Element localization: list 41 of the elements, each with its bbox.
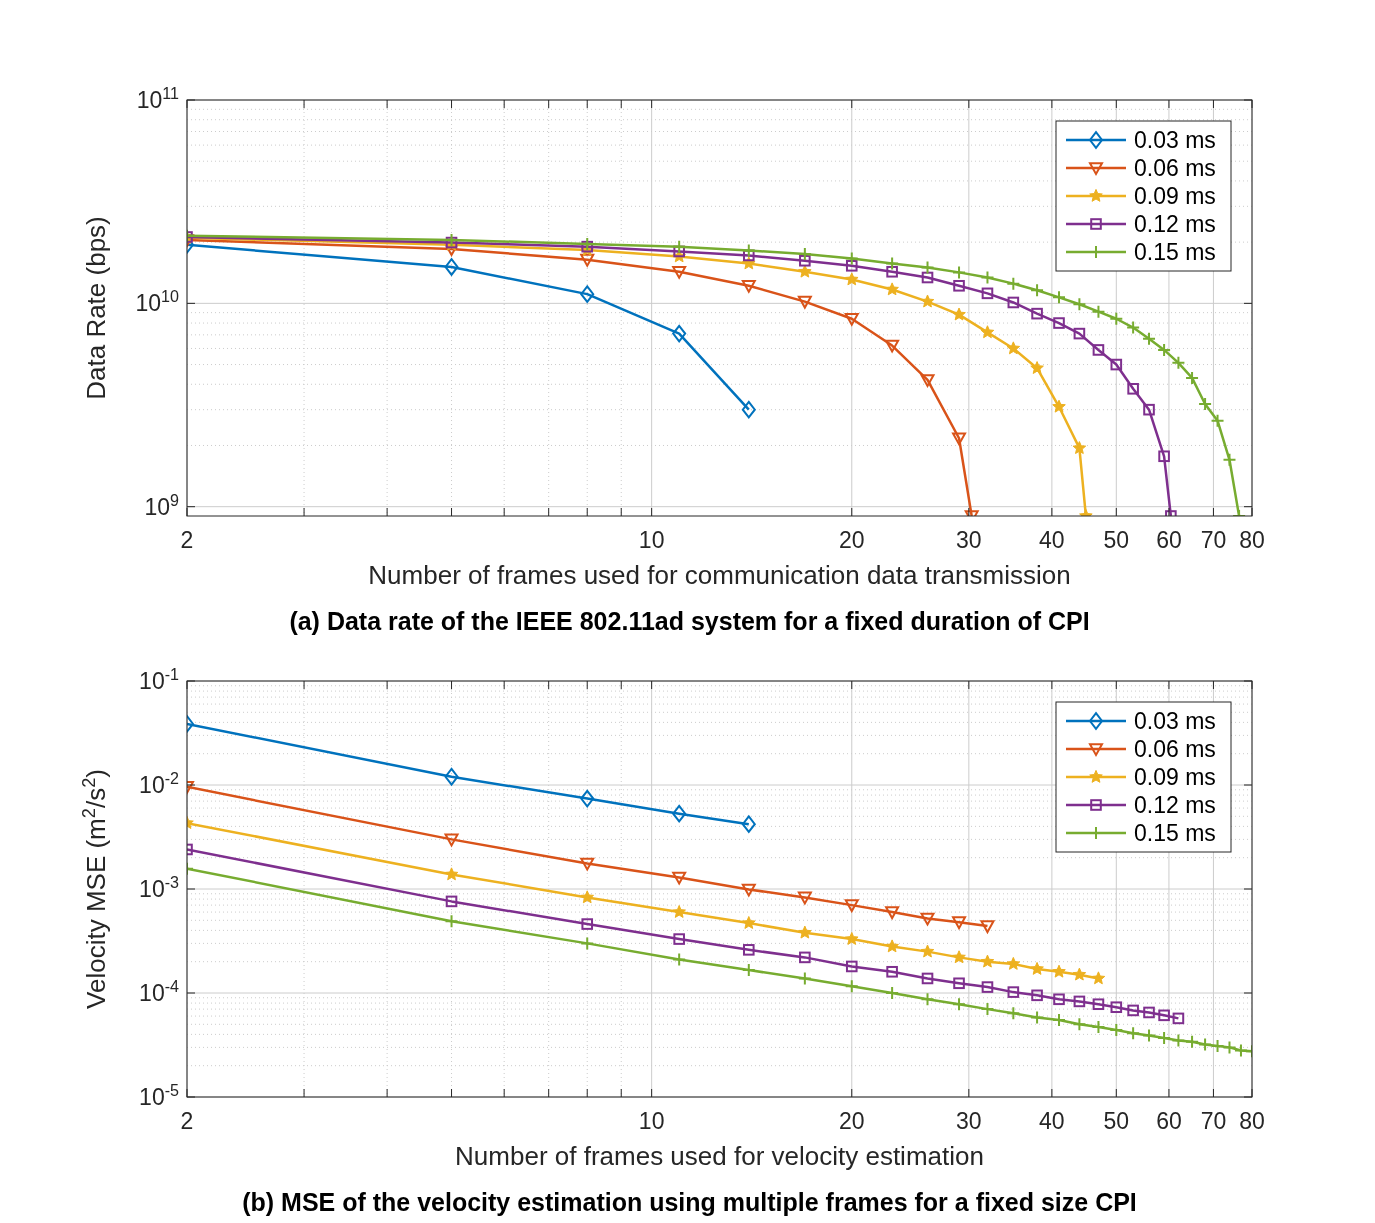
- x-tick-label: 20: [838, 1108, 865, 1134]
- x-tick-label: 50: [1103, 527, 1130, 553]
- y-tick-label: 10$^{-2}$: [139, 769, 180, 798]
- legend-label: 0.06 ms: [1134, 155, 1216, 181]
- y-tick-label: 10$^{-4}$: [139, 977, 180, 1006]
- x-tick-label: 20: [838, 527, 865, 553]
- legend-label: 0.09 ms: [1134, 183, 1216, 209]
- x-tick-label: 80: [1239, 527, 1265, 553]
- legend-label: 0.03 ms: [1134, 127, 1216, 153]
- text: (a) Data rate of the IEEE 802.11ad system for a fixed duration of CPI: [289, 607, 1090, 635]
- x-axis-title: Number of frames used for communication data transmission: [368, 560, 1071, 590]
- x-tick-label: 2: [180, 1108, 194, 1134]
- x-tick-label: 40: [1039, 1108, 1065, 1134]
- x-tick-label: 30: [956, 527, 982, 553]
- legend-label: 0.03 ms: [1134, 708, 1216, 734]
- text: (b) MSE of the velocity estimation using multiple frames for a fixed size CPI: [242, 1188, 1137, 1216]
- x-axis-title: Number of frames used for velocity estimation: [455, 1141, 984, 1171]
- y-tick-label: 10$^{10}$: [135, 287, 180, 317]
- legend-label: 0.15 ms: [1134, 239, 1216, 265]
- legend-label: 0.15 ms: [1134, 820, 1216, 846]
- y-axis-title: Data Rate (bps): [81, 216, 111, 400]
- x-tick-label: 70: [1200, 1108, 1227, 1134]
- x-tick-label: 70: [1200, 527, 1227, 553]
- x-tick-label: 30: [956, 1108, 982, 1134]
- legend-label: 0.12 ms: [1134, 792, 1216, 818]
- y-tick-label: 10$^{-5}$: [139, 1081, 180, 1110]
- x-tick-label: 2: [180, 527, 194, 553]
- y-tick-label: 10$^{-1}$: [139, 665, 180, 694]
- y-tick-label: 10$^{9}$: [144, 490, 180, 520]
- legend-label: 0.09 ms: [1134, 764, 1216, 790]
- legend-label: 0.12 ms: [1134, 211, 1216, 237]
- x-tick-label: 40: [1039, 527, 1065, 553]
- x-tick-label: 60: [1156, 527, 1182, 553]
- x-tick-label: 10: [638, 527, 665, 553]
- legend-label: 0.06 ms: [1134, 736, 1216, 762]
- x-tick-label: 60: [1156, 1108, 1182, 1134]
- x-tick-label: 50: [1103, 1108, 1130, 1134]
- y-tick-label: 10$^{11}$: [136, 84, 180, 113]
- x-tick-label: 10: [638, 1108, 665, 1134]
- y-tick-label: 10$^{-3}$: [139, 873, 180, 902]
- x-tick-label: 80: [1239, 1108, 1265, 1134]
